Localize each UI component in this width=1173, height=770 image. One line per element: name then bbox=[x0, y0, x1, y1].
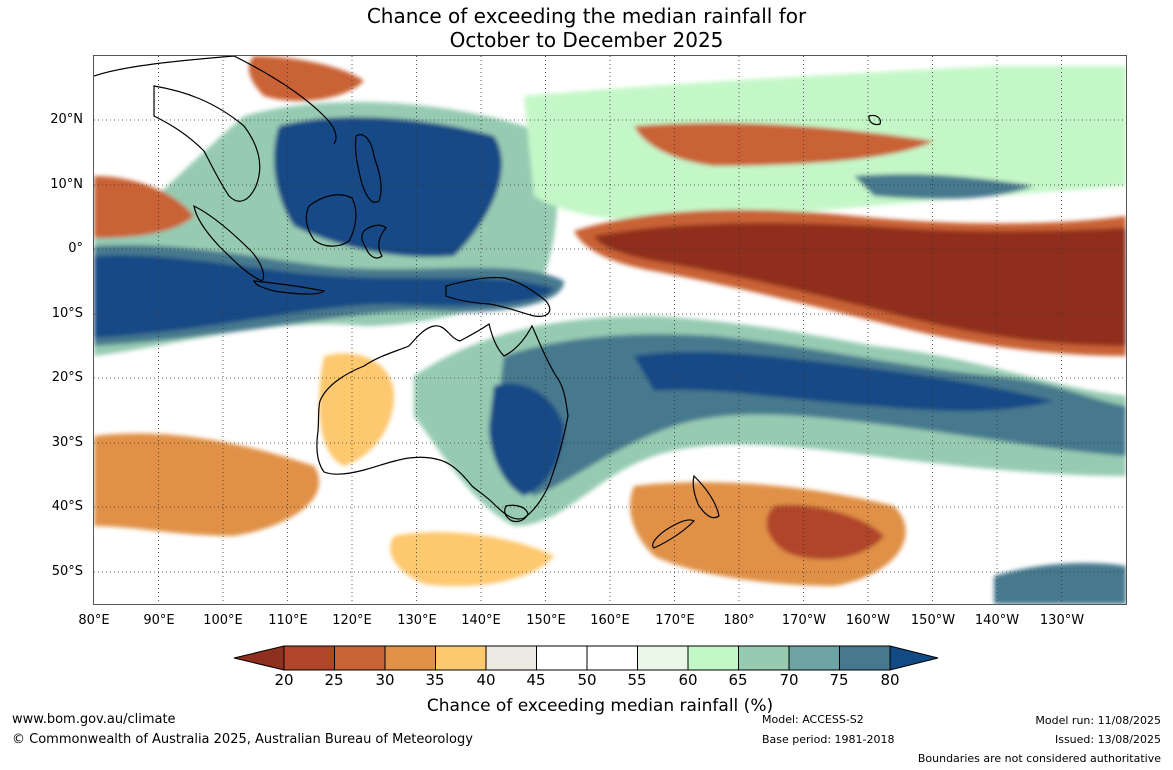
colorbar bbox=[233, 645, 939, 671]
colorbar-tick-25: 25 bbox=[324, 671, 344, 689]
colorbar-tick-55: 55 bbox=[627, 671, 647, 689]
lon-label-110E: 110°E bbox=[268, 613, 308, 628]
borneo-coastline bbox=[305, 194, 357, 247]
colorbar-70-75 bbox=[788, 645, 840, 671]
wet-core-indian-ocean bbox=[94, 255, 554, 338]
sulawesi-coastline bbox=[361, 224, 387, 259]
lon-label-130W: 130°W bbox=[1039, 613, 1085, 628]
lon-label-120E: 120°E bbox=[332, 613, 372, 628]
lon-label-140W: 140°W bbox=[974, 613, 1020, 628]
lat-label-20N: 20°N bbox=[50, 112, 83, 127]
new-zealand-north-coastline bbox=[692, 474, 720, 519]
map-graticule bbox=[94, 56, 1126, 604]
rainfall-probability-map bbox=[93, 55, 1127, 605]
wet-band-north-pacific bbox=[854, 174, 1034, 199]
dry-region-west-australia bbox=[319, 353, 394, 466]
base-period: Base period: 1981-2018 bbox=[762, 733, 895, 746]
colorbar-tick-40: 40 bbox=[476, 671, 496, 689]
lon-label-150E: 150°E bbox=[526, 613, 566, 628]
lon-label-150W: 150°W bbox=[910, 613, 956, 628]
lat-label-20S: 20°S bbox=[51, 370, 83, 385]
hawaii-coastline bbox=[868, 114, 881, 126]
lon-label-180: 180° bbox=[723, 613, 755, 628]
new-zealand-south-coastline bbox=[652, 519, 695, 549]
colorbar-tick-50: 50 bbox=[577, 671, 597, 689]
lat-label-50S: 50°S bbox=[51, 564, 83, 579]
dry-band-north-pacific bbox=[634, 122, 934, 166]
colorbar-label: Chance of exceeding median rainfall (%) bbox=[426, 696, 774, 716]
map-canvas bbox=[94, 56, 1126, 604]
lon-label-80E: 80°E bbox=[78, 613, 110, 628]
lon-label-140E: 140°E bbox=[461, 613, 501, 628]
dry-region-north-asia bbox=[248, 56, 364, 101]
colorbar-65-70 bbox=[738, 645, 790, 671]
lat-label-0: 0° bbox=[68, 241, 83, 256]
colorbar-60-65 bbox=[687, 645, 739, 671]
new-guinea-coastline bbox=[445, 276, 551, 317]
colorbar-50-55 bbox=[586, 645, 638, 671]
dry-region-tasman bbox=[630, 482, 906, 586]
colorbar-30-35 bbox=[384, 645, 436, 671]
colorbar-20-25 bbox=[283, 645, 335, 671]
colorbar-tick-30: 30 bbox=[375, 671, 395, 689]
philippines-coastline bbox=[354, 134, 382, 203]
lon-label-170E: 170°E bbox=[655, 613, 695, 628]
wet-core-south-china-sea bbox=[274, 117, 502, 257]
java-coastline bbox=[253, 280, 326, 295]
copyright-notice: © Commonwealth of Australia 2025, Austra… bbox=[12, 732, 473, 747]
colorbar-tick-60: 60 bbox=[678, 671, 698, 689]
tasmania-coastline bbox=[504, 504, 529, 523]
model-name: Model: ACCESS-S2 bbox=[762, 713, 864, 726]
colorbar-40-45 bbox=[485, 645, 537, 671]
colorbar-tick-45: 45 bbox=[526, 671, 546, 689]
lat-label-10S: 10°S bbox=[51, 306, 83, 321]
colorbar-tick-80: 80 bbox=[880, 671, 900, 689]
website-link[interactable]: www.bom.gov.au/climate bbox=[12, 712, 176, 727]
sumatra-coastline bbox=[193, 204, 265, 282]
lat-label-30S: 30°S bbox=[51, 435, 83, 450]
dry-core-equatorial-pacific bbox=[594, 223, 1126, 346]
colorbar-tick-20: 20 bbox=[274, 671, 294, 689]
lon-label-160E: 160°E bbox=[590, 613, 630, 628]
issued-date: Issued: 13/08/2025 bbox=[1054, 733, 1161, 746]
lon-label-170W: 170°W bbox=[781, 613, 827, 628]
dry-region-southwest bbox=[390, 532, 554, 587]
colorbar-35-40 bbox=[435, 645, 487, 671]
dry-region-west-indian bbox=[94, 176, 194, 238]
boundaries-disclaimer: Boundaries are not considered authoritat… bbox=[917, 752, 1161, 765]
indochina-coastline bbox=[153, 85, 261, 202]
model-run-date: Model run: 11/08/2025 bbox=[1035, 714, 1161, 727]
wet-core-east-australia bbox=[489, 383, 564, 496]
dry-core-tasman bbox=[766, 505, 884, 560]
coastlines bbox=[94, 56, 881, 549]
colorbar-tick-70: 70 bbox=[779, 671, 799, 689]
colorbar-tick-75: 75 bbox=[829, 671, 849, 689]
colorbar-55-60 bbox=[637, 645, 689, 671]
map-title-line-2: October to December 2025 bbox=[449, 28, 724, 52]
probability-fields bbox=[94, 56, 1126, 604]
wet-core-spcz bbox=[634, 351, 1054, 411]
lat-label-40S: 40°S bbox=[51, 499, 83, 514]
colorbar-above-80 bbox=[889, 645, 939, 671]
wet-band-southern-ocean bbox=[994, 563, 1126, 604]
australia-coastline bbox=[316, 323, 569, 520]
colorbar-below-20 bbox=[233, 645, 285, 671]
lon-label-90E: 90°E bbox=[143, 613, 175, 628]
lon-label-160W: 160°W bbox=[845, 613, 891, 628]
lon-label-100E: 100°E bbox=[203, 613, 243, 628]
lat-label-10N: 10°N bbox=[50, 177, 83, 192]
colorbar-tick-65: 65 bbox=[728, 671, 748, 689]
lon-label-130E: 130°E bbox=[397, 613, 437, 628]
colorbar-tick-35: 35 bbox=[425, 671, 445, 689]
dry-region-south-indian bbox=[94, 433, 320, 536]
colorbar-25-30 bbox=[334, 645, 386, 671]
colorbar-45-50 bbox=[536, 645, 588, 671]
china-coastline bbox=[94, 56, 337, 145]
map-title-line-1: Chance of exceeding the median rainfall … bbox=[366, 4, 807, 28]
colorbar-75-80 bbox=[839, 645, 891, 671]
